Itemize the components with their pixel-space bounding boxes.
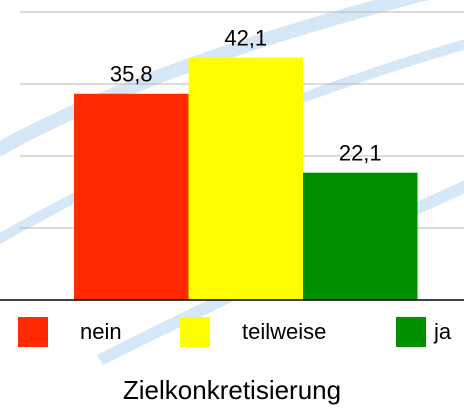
data-label: 35,8 xyxy=(110,62,153,87)
legend-swatch xyxy=(180,317,210,347)
legend-label: nein xyxy=(80,319,122,344)
data-label: 42,1 xyxy=(224,25,267,50)
data-label: 22,1 xyxy=(339,141,382,166)
legend-swatch xyxy=(18,317,48,347)
legend-label: ja xyxy=(433,319,452,344)
legend-swatch xyxy=(396,317,426,347)
x-axis-title: Zielkonkretisierung xyxy=(123,375,341,405)
bar xyxy=(74,93,189,301)
legend-label: teilweise xyxy=(242,319,326,344)
bar xyxy=(188,57,303,301)
bar xyxy=(303,172,418,300)
